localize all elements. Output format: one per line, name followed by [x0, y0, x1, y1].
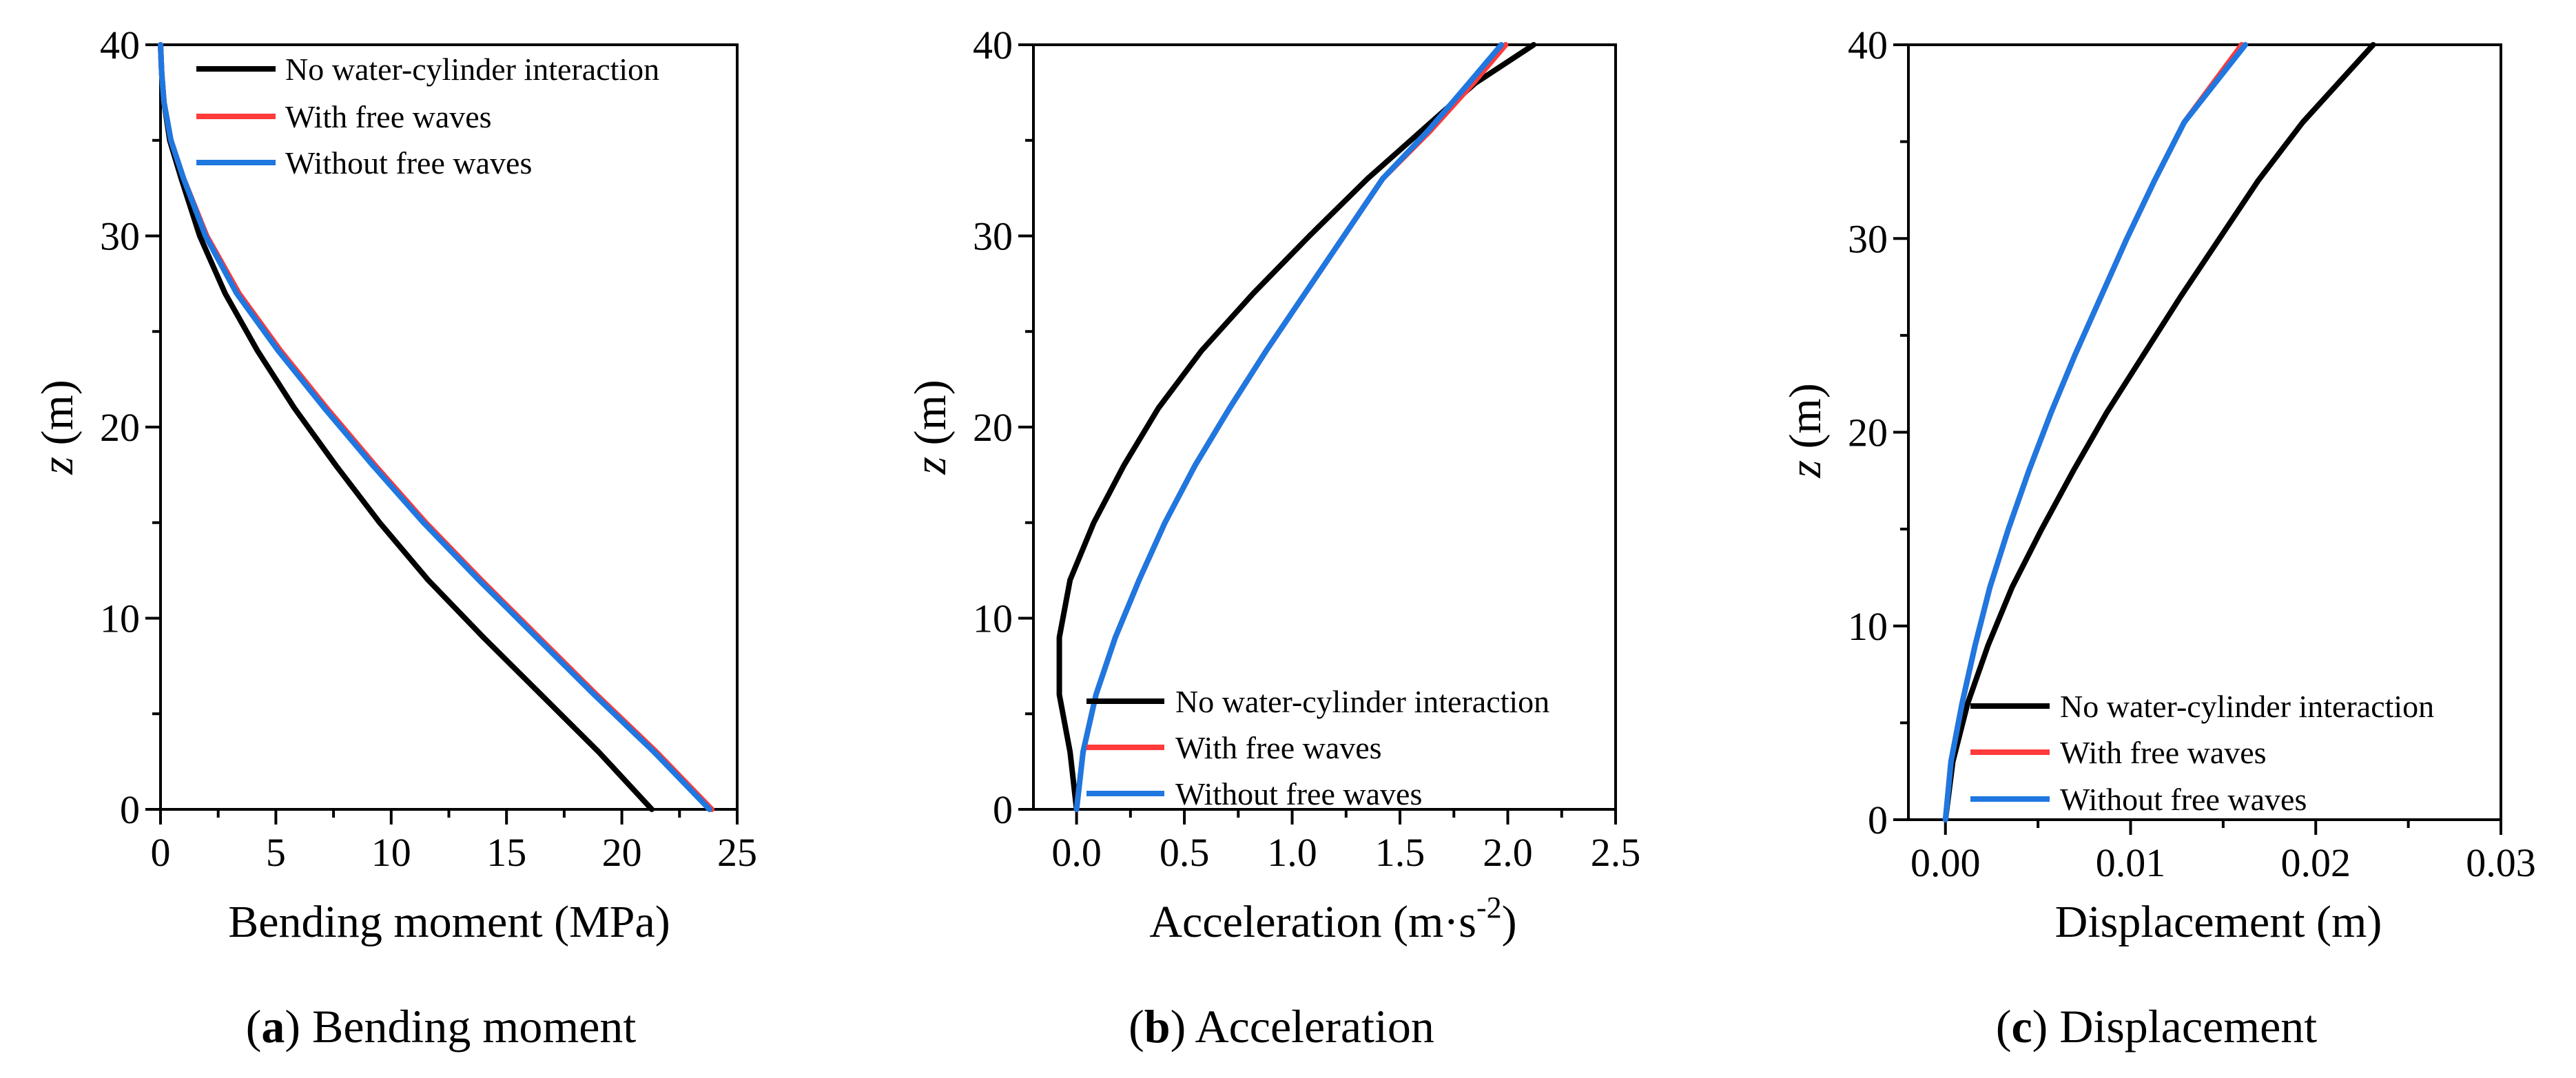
panel-b-x-tick-label: 2.5 — [1591, 830, 1641, 875]
panel-a-caption: (a) Bending moment — [246, 1000, 637, 1053]
panel-c-x-axis-label: Displacement (m) — [2055, 897, 2382, 947]
panel-a-y-tick-label: 40 — [100, 23, 140, 68]
panel-c-x-tick-label: 0.01 — [2096, 840, 2166, 885]
panel-a-y-tick-label: 20 — [100, 405, 140, 450]
panel-a-x-tick-label: 15 — [486, 830, 526, 875]
panel-b-x-tick-label: 0.0 — [1051, 830, 1102, 875]
panel-b-legend-label-no-interaction: No water-cylinder interaction — [1175, 684, 1549, 719]
panel-c-legend-label-without-free-waves: Without free waves — [2060, 782, 2307, 817]
panel-c-x-tick-label: 0.02 — [2281, 840, 2351, 885]
panel-c-y-tick-label: 40 — [1848, 23, 1888, 68]
panel-a-ticks: 0 5 10 15 20 25 0 10 20 30 40 — [100, 23, 757, 875]
panel-b-y-axis-label: z (m) — [905, 380, 956, 475]
panel-b-y-tick-label: 30 — [973, 214, 1013, 259]
panel-a: 0 5 10 15 20 25 0 10 20 30 40 Bending moment (MPa)… — [32, 23, 757, 1053]
panel-c-series-no-interaction — [1942, 42, 2376, 822]
panel-c-y-tick-label: 30 — [1848, 216, 1888, 261]
panel-b-x-axis-label: Acceleration (m·s-2) — [1149, 891, 1516, 947]
panel-b-x-tick-label: 2.0 — [1483, 830, 1533, 875]
panel-b-x-tick-label: 0.5 — [1160, 830, 1210, 875]
panel-a-y-tick-label: 30 — [100, 214, 140, 259]
panel-a-series-without-free-waves — [158, 42, 712, 812]
panel-a-x-tick-label: 25 — [717, 830, 757, 875]
panel-a-legend: No water-cylinder interaction With free … — [196, 52, 659, 180]
panel-b-series-group — [1056, 42, 1537, 812]
panel-b-series-no-interaction — [1056, 42, 1537, 812]
panel-b-legend-label-with-free-waves: With free waves — [1175, 730, 1382, 765]
panel-b-legend-label-without-free-waves: Without free waves — [1175, 776, 1422, 811]
panel-b-ticks: 0.0 0.5 1.0 1.5 2.0 2.5 0 10 20 30 40 — [973, 23, 1640, 875]
panel-c: 0.00 0.01 0.02 0.03 0 10 20 30 40 Displacement (… — [1780, 23, 2536, 1053]
panel-a-y-axis-label: z (m) — [32, 380, 83, 475]
panel-a-x-tick-label: 5 — [266, 830, 286, 875]
panel-a-legend-label-with-free-waves: With free waves — [285, 99, 492, 134]
panel-a-x-axis-label: Bending moment (MPa) — [228, 897, 670, 947]
panel-b-series-without-free-waves — [1073, 42, 1505, 812]
panel-a-x-tick-label: 10 — [371, 830, 411, 875]
panel-c-ticks: 0.00 0.01 0.02 0.03 0 10 20 30 40 — [1848, 23, 2536, 885]
panel-b: 0.0 0.5 1.0 1.5 2.0 2.5 0 10 20 30 40 Acceleration… — [905, 23, 1640, 1053]
panel-a-x-tick-label: 20 — [602, 830, 642, 875]
panel-c-plot-frame — [1907, 43, 2502, 821]
panel-c-series-group — [1942, 42, 2376, 822]
panel-b-y-tick-label: 20 — [973, 405, 1013, 450]
panel-c-y-tick-label: 20 — [1848, 411, 1888, 455]
panel-a-y-tick-label: 10 — [100, 597, 140, 641]
panel-c-legend-label-with-free-waves: With free waves — [2060, 735, 2267, 770]
panel-b-x-tick-label: 1.0 — [1267, 830, 1317, 875]
panel-c-y-tick-label: 0 — [1868, 798, 1888, 842]
panel-b-y-tick-label: 40 — [973, 23, 1013, 68]
panel-a-x-tick-label: 0 — [151, 830, 171, 875]
panel-a-legend-label-without-free-waves: Without free waves — [285, 145, 532, 180]
panel-a-series-group — [158, 42, 715, 812]
panel-b-legend: No water-cylinder interaction With free … — [1086, 684, 1549, 811]
panel-c-x-tick-label: 0.03 — [2466, 840, 2536, 885]
panel-b-y-tick-label: 0 — [993, 787, 1013, 832]
panel-c-legend: No water-cylinder interaction With free … — [1970, 689, 2434, 817]
panel-a-y-tick-label: 0 — [120, 787, 140, 832]
panel-c-caption: (c) Displacement — [1996, 1000, 2317, 1053]
panel-c-y-axis-label: z (m) — [1780, 383, 1831, 478]
panel-a-legend-label-no-interaction: No water-cylinder interaction — [285, 52, 659, 87]
panel-c-series-without-free-waves — [1942, 42, 2249, 822]
panel-c-legend-label-no-interaction: No water-cylinder interaction — [2060, 689, 2434, 724]
panel-b-caption: (b) Acceleration — [1129, 1000, 1434, 1053]
panel-b-x-tick-label: 1.5 — [1375, 830, 1425, 875]
panel-b-y-tick-label: 10 — [973, 597, 1013, 641]
panel-c-x-tick-label: 0.00 — [1910, 840, 1981, 885]
panel-a-plot-frame — [159, 43, 739, 811]
panel-c-y-tick-label: 10 — [1848, 604, 1888, 649]
panel-b-plot-frame — [1032, 43, 1617, 811]
